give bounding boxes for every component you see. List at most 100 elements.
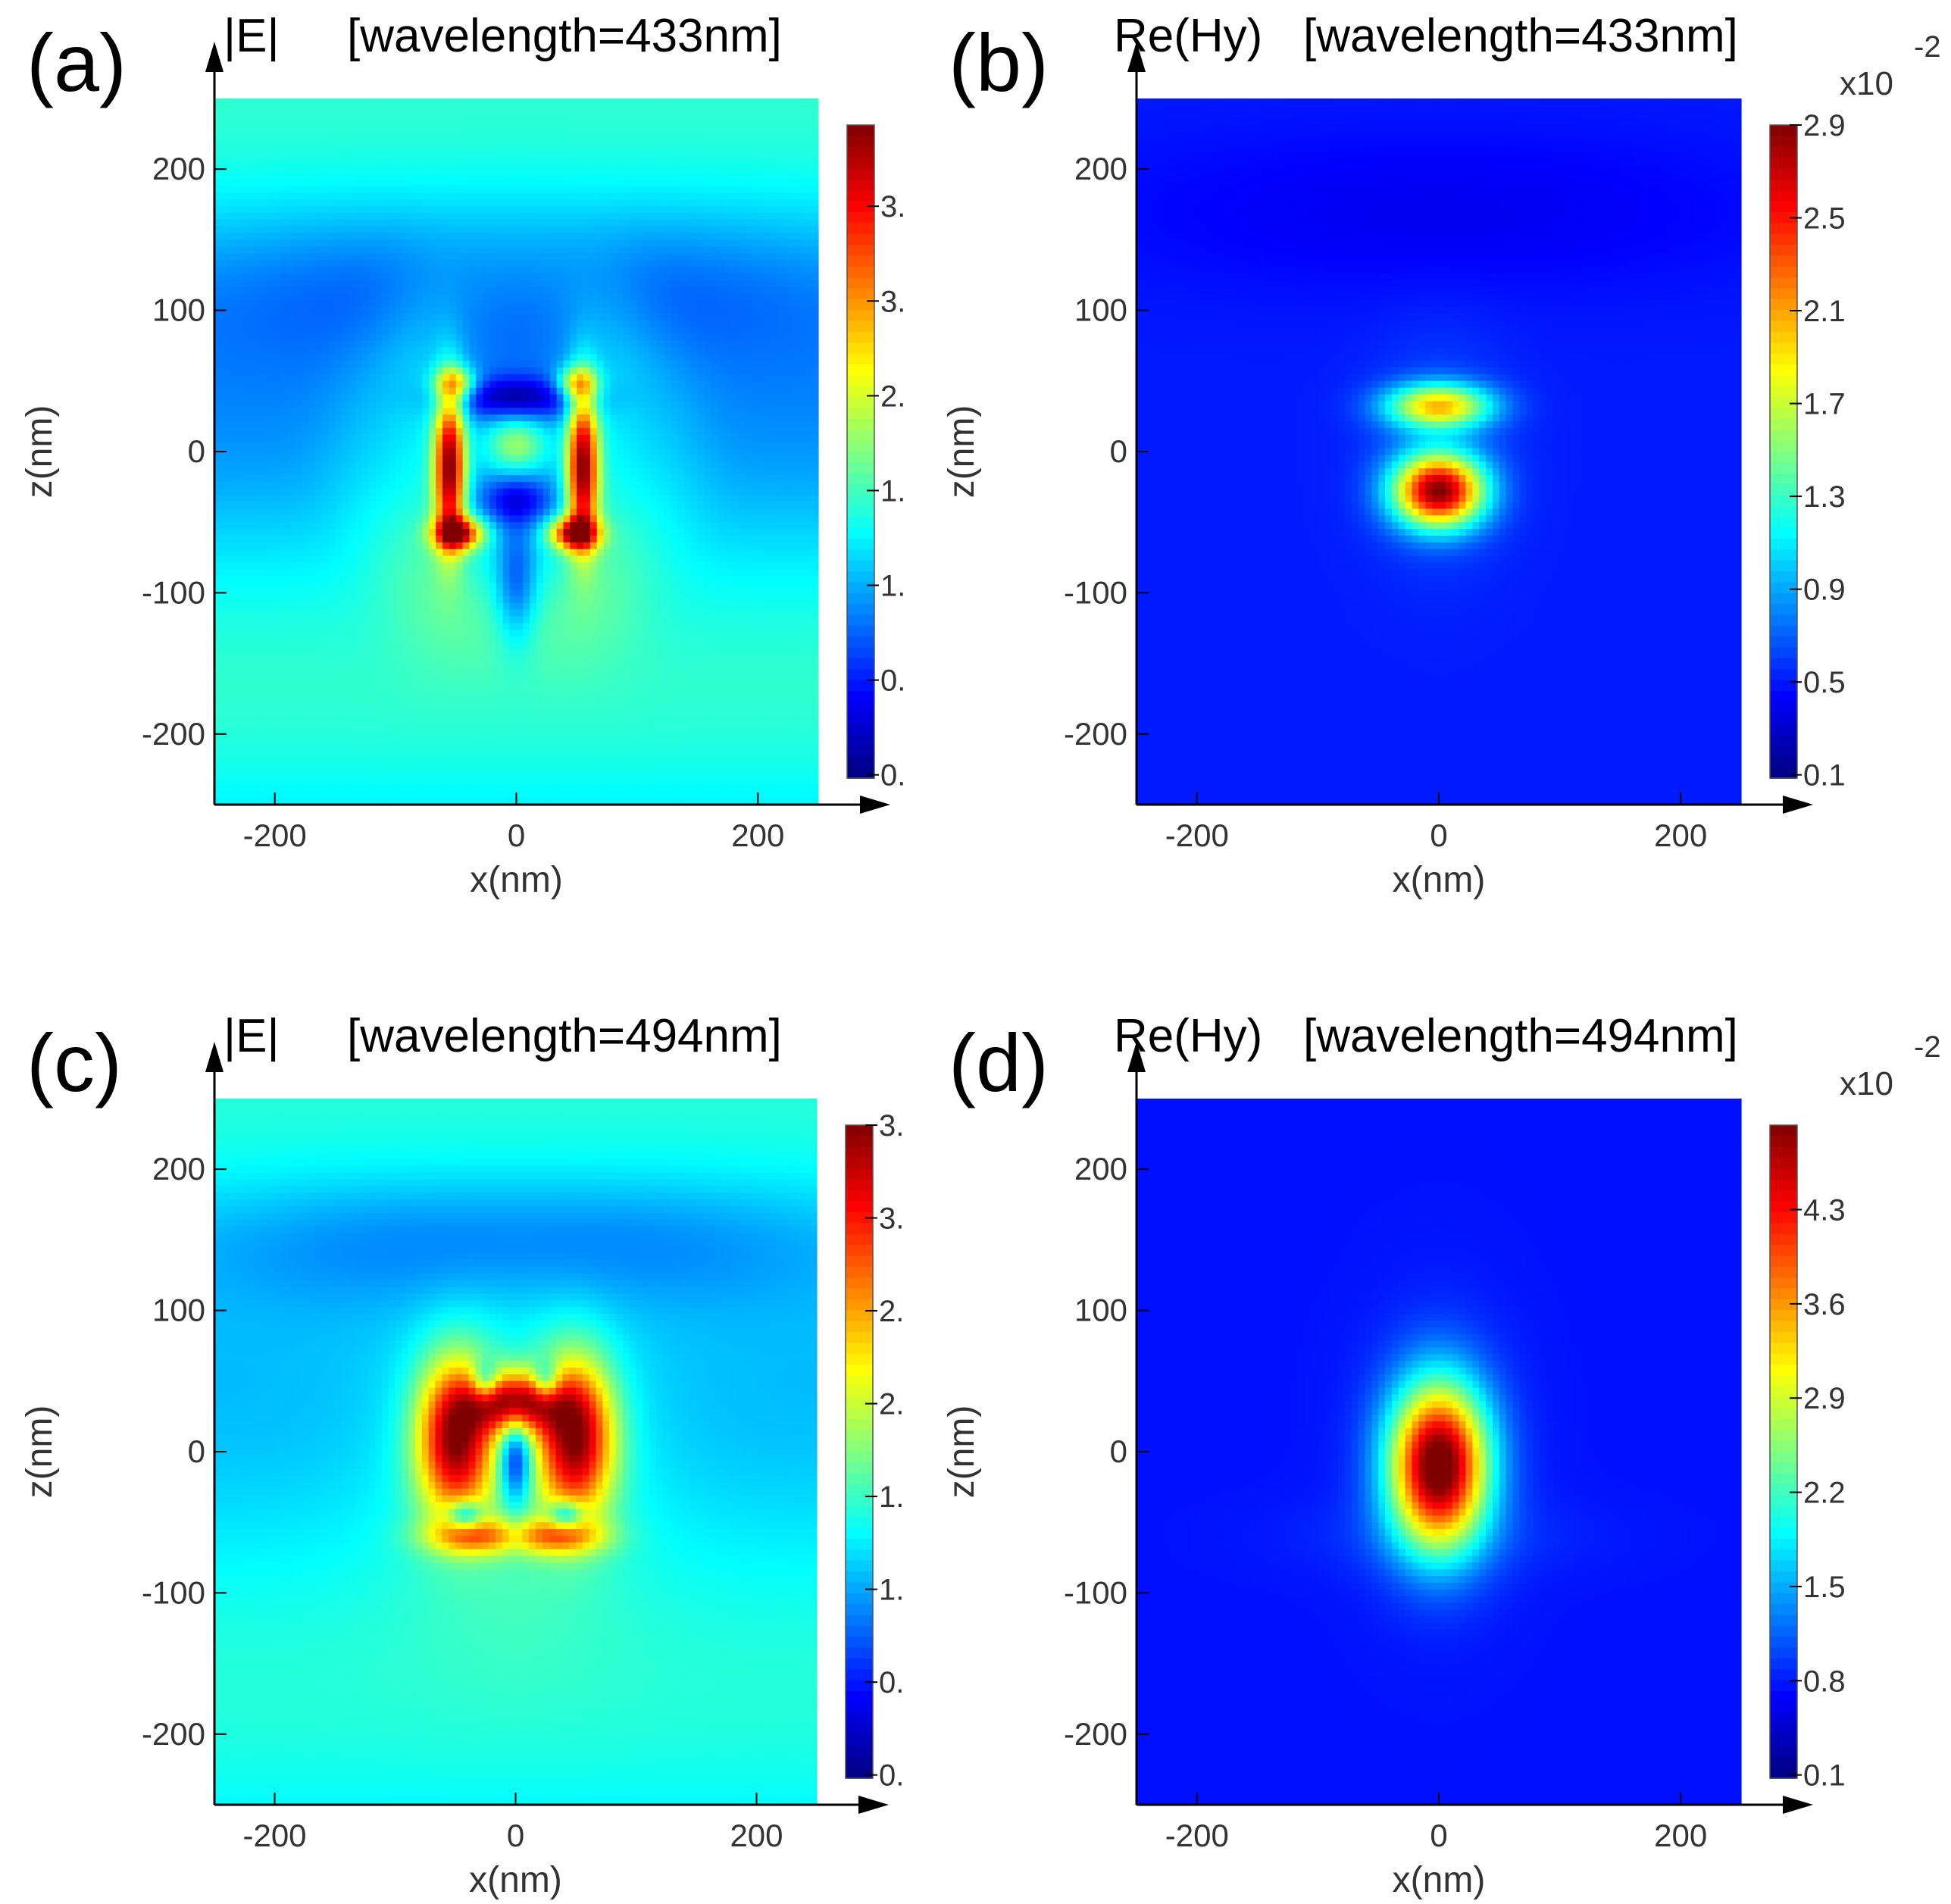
heatmap-cell [329,260,336,267]
heatmap-cell [248,408,255,414]
heatmap-cell [483,320,489,327]
heatmap-cell [470,126,477,133]
heatmap-cell [436,314,442,320]
heatmap-cell [329,361,336,367]
heatmap-cell [724,206,731,213]
heatmap-cell [711,274,718,280]
heatmap-cell [624,428,630,435]
heatmap-cell [570,408,577,414]
heatmap-cell [557,132,564,139]
heatmap-cell [329,300,336,307]
heatmap-cell [255,414,261,421]
heatmap-cell [376,307,383,314]
heatmap-cell [590,180,597,186]
heatmap-cell [604,239,611,246]
heatmap-cell [235,314,242,320]
heatmap-cell [651,367,658,374]
heatmap-cell [449,132,456,139]
heatmap-cell [738,320,745,327]
heatmap-cell [382,367,389,374]
heatmap-cell [644,206,651,213]
heatmap-cell [449,347,456,354]
heatmap-cell [704,246,711,253]
heatmap-cell [664,192,671,199]
heatmap-cell [550,274,557,280]
heatmap-cell [449,159,456,166]
heatmap-cell [369,213,376,220]
heatmap-cell [382,173,389,180]
heatmap-cell [543,414,550,421]
heatmap-cell [322,293,329,300]
heatmap-cell [604,199,611,206]
heatmap-cell [261,267,268,274]
heatmap-cell [550,395,557,402]
heatmap-cell [288,206,295,213]
heatmap-cell [664,320,671,327]
heatmap-cell [590,421,597,428]
heatmap-cell [583,280,590,287]
heatmap-cell [711,314,718,320]
heatmap-cell [429,449,436,455]
heatmap-cell [483,105,489,112]
heatmap-cell [597,428,604,435]
heatmap-cell [261,139,268,145]
heatmap-cell [617,395,624,402]
heatmap-cell [221,300,228,307]
heatmap-cell [718,139,724,145]
heatmap-cell [261,260,268,267]
heatmap-cell [677,435,684,442]
heatmap-cell [805,199,811,206]
heatmap-cell [563,180,570,186]
heatmap-cell [510,206,517,213]
heatmap-cell [241,112,248,119]
heatmap-cell [241,105,248,112]
heatmap-cell [624,361,630,367]
heatmap-cell [764,119,771,126]
heatmap-cell [738,126,745,133]
heatmap-cell [442,239,449,246]
heatmap-cell [416,435,423,442]
heatmap-cell [476,139,483,145]
heatmap-cell [530,260,536,267]
heatmap-cell [355,435,362,442]
heatmap-cell [449,119,456,126]
heatmap-cell [570,112,577,119]
heatmap-cell [751,320,758,327]
heatmap-cell [731,449,738,455]
heatmap-cell [517,461,524,468]
heatmap-cell [764,293,771,300]
heatmap-cell [449,442,456,449]
heatmap-cell [416,112,423,119]
heatmap-cell [436,320,442,327]
heatmap-cell [355,227,362,233]
heatmap-cell [382,381,389,388]
heatmap-cell [805,192,811,199]
heatmap-cell [382,274,389,280]
heatmap-cell [530,320,536,327]
heatmap-cell [724,274,731,280]
heatmap-cell [241,126,248,133]
heatmap-cell [315,105,322,112]
heatmap-cell [764,307,771,314]
heatmap-cell [731,126,738,133]
heatmap-cell [644,139,651,145]
heatmap-cell [657,354,664,361]
heatmap-cell [416,233,423,240]
heatmap-cell [335,401,342,408]
heatmap-cell [503,260,510,267]
heatmap-cell [268,239,275,246]
heatmap-cell [798,354,805,361]
heatmap-cell [423,173,430,180]
heatmap-cell [530,414,536,421]
heatmap-cell [282,428,289,435]
heatmap-cell [550,414,557,421]
heatmap-cell [308,199,315,206]
heatmap-cell [503,361,510,367]
heatmap-cell [416,199,423,206]
heatmap-cell [342,186,349,192]
heatmap-cell [664,455,671,461]
heatmap-cell [597,159,604,166]
heatmap-cell [657,105,664,112]
heatmap-cell [530,173,536,180]
heatmap-cell [577,192,583,199]
